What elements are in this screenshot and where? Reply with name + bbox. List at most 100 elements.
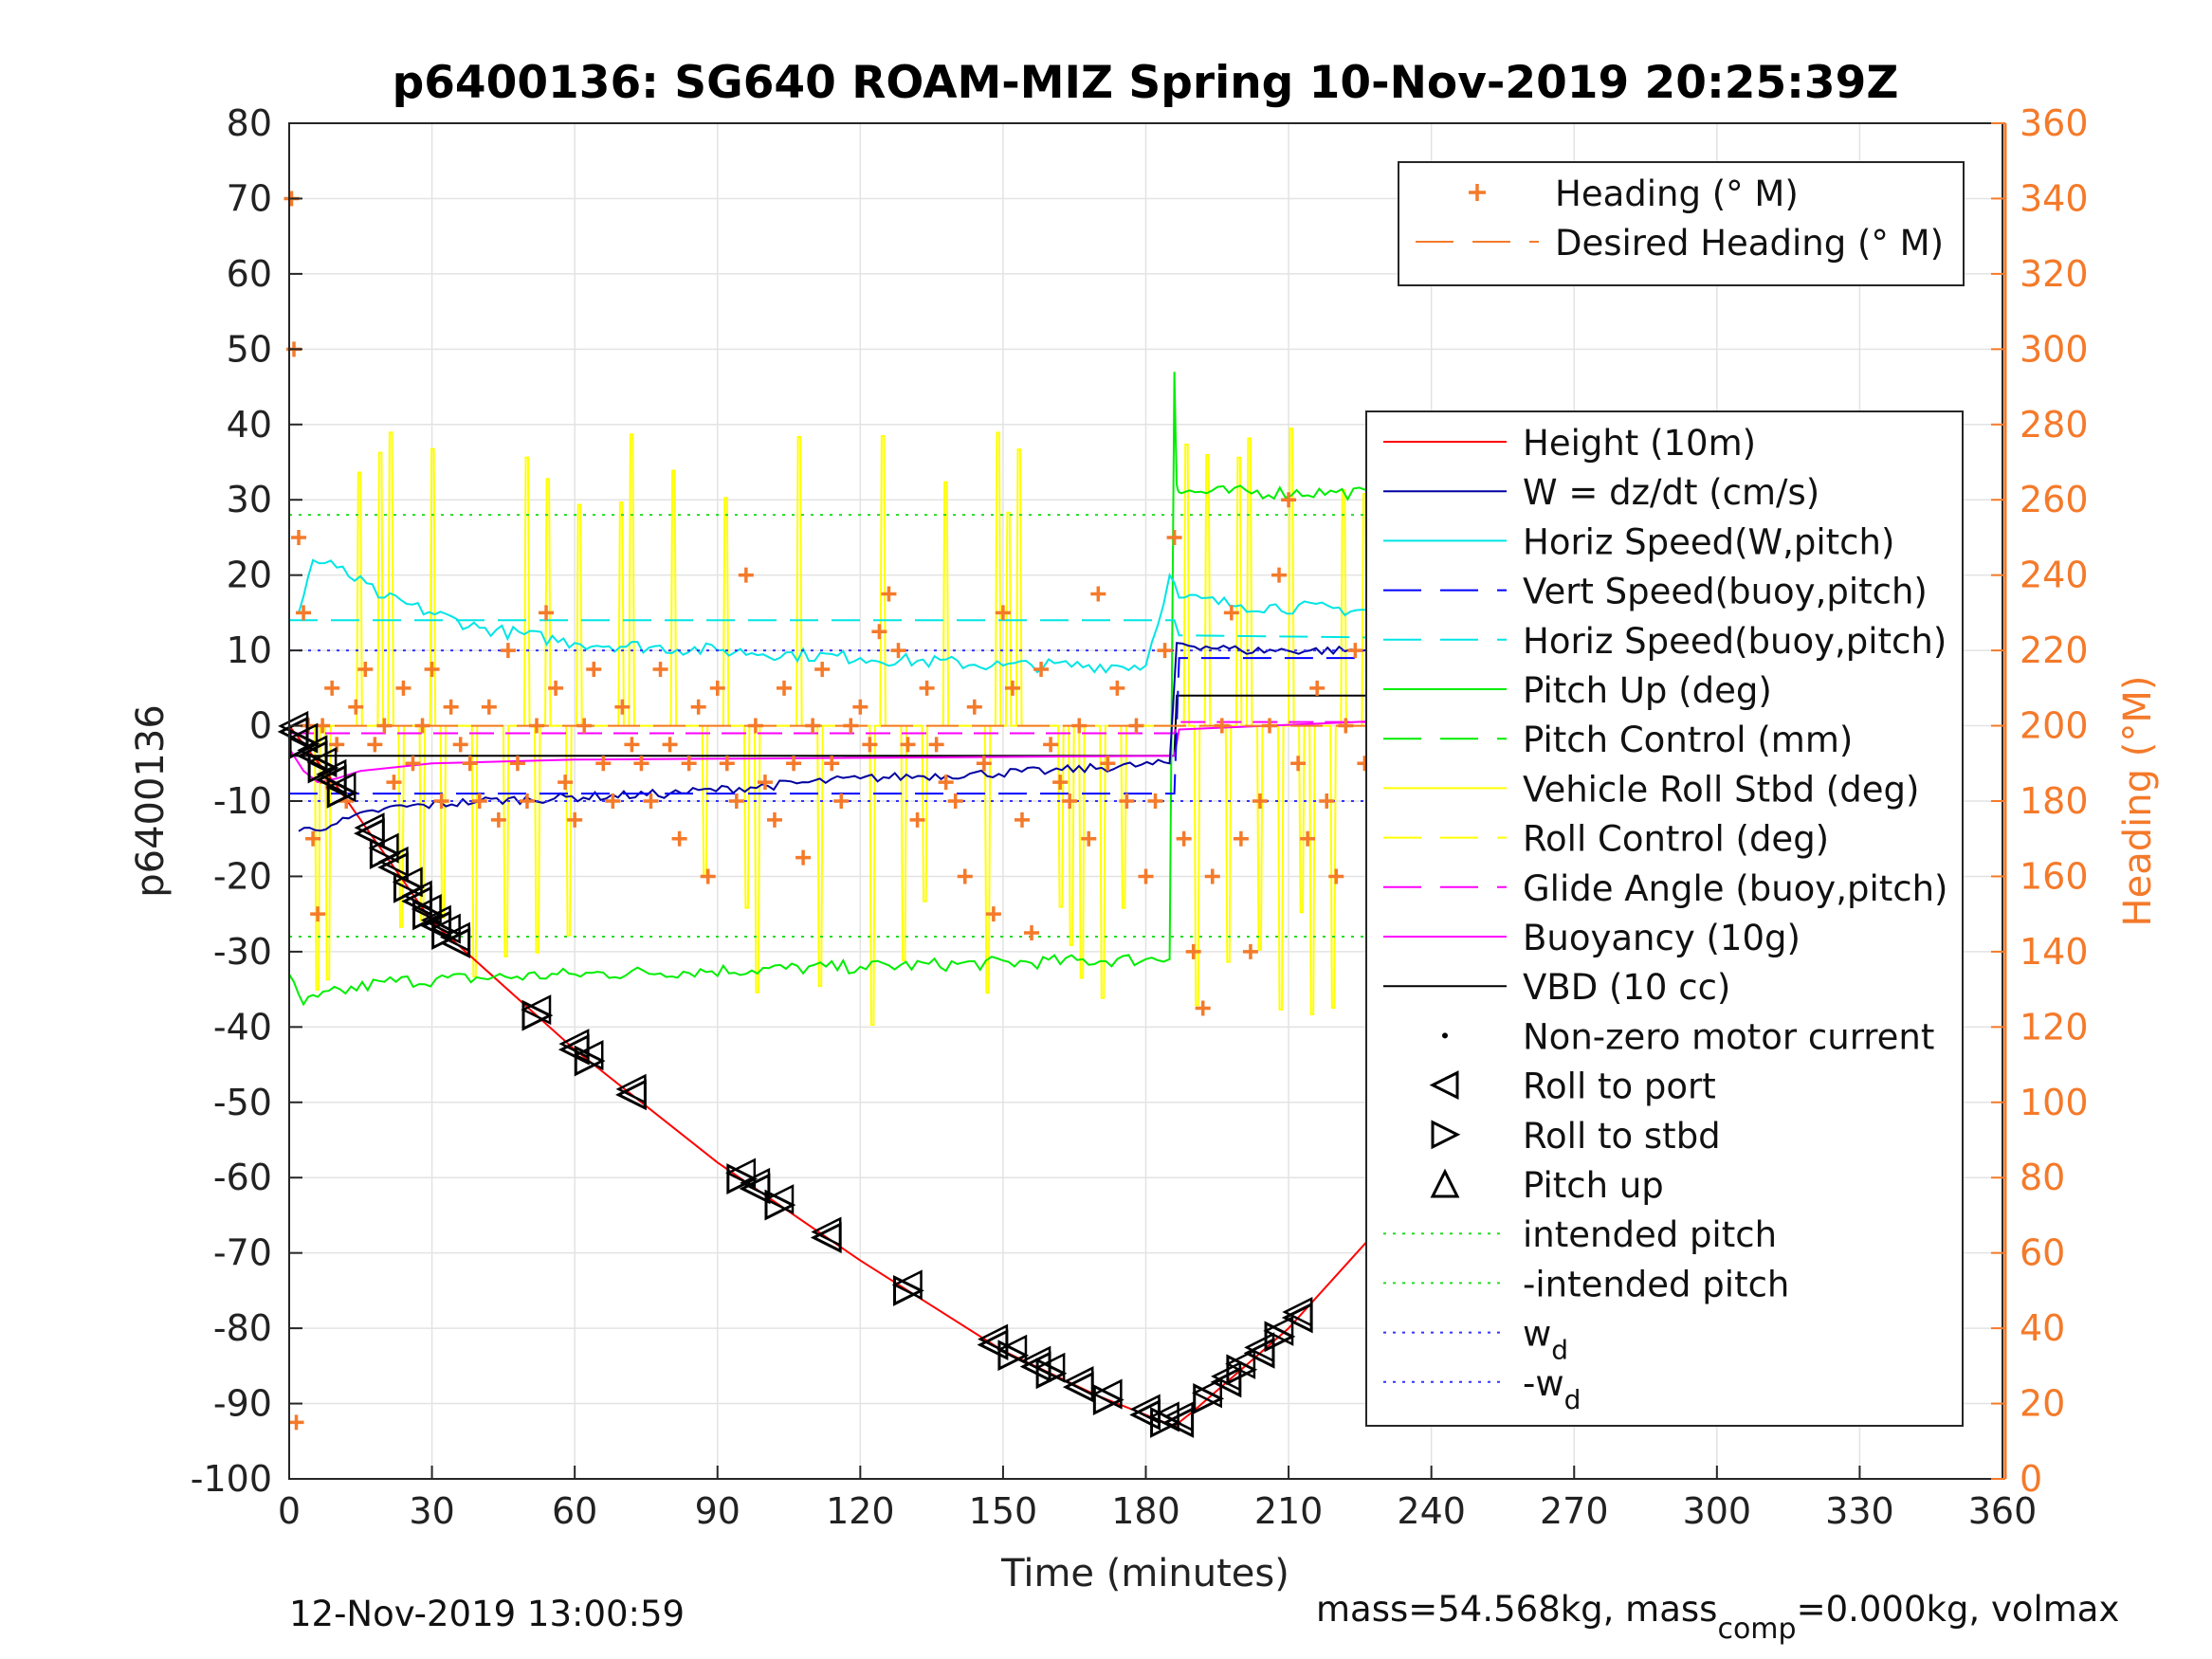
footer-mass-prefix: mass=54.568kg, mass (1316, 1589, 1717, 1630)
heading-point (509, 756, 525, 772)
heading-point (1147, 793, 1163, 809)
legend-entry: Horiz Speed(buoy,pitch) (1383, 621, 1947, 662)
roll-marker (1162, 1401, 1195, 1438)
x-tick-label: 360 (1968, 1490, 2038, 1532)
heading-plus (1290, 756, 1307, 772)
x-tick-label: 330 (1825, 1490, 1894, 1532)
heading-point (1157, 643, 1173, 659)
heading-point (919, 680, 935, 696)
legend-label: Pitch Up (deg) (1523, 670, 1772, 711)
heading-point (443, 699, 459, 715)
heading-plus (1147, 793, 1163, 809)
roll-to-stbd-marker (307, 752, 339, 784)
heading-point (900, 737, 916, 753)
roll-marker (1062, 1366, 1094, 1403)
heading-point (1071, 718, 1088, 734)
legend-heading: Heading (° M) Desired Heading (° M) (1398, 161, 1965, 286)
heading-plus (1281, 492, 1297, 508)
roll-marker (439, 921, 471, 959)
y-tick-label: -90 (213, 1383, 272, 1425)
legend-label-text: Roll to stbd (1523, 1116, 1721, 1157)
heading-plus (509, 756, 525, 772)
heading-point (548, 680, 564, 696)
heading-point (747, 718, 763, 734)
heading-point (652, 661, 668, 677)
heading-point (1262, 718, 1278, 734)
heading-point (1109, 680, 1125, 696)
heading-plus (681, 756, 697, 772)
y2-tick-label: 320 (2020, 253, 2089, 295)
roll-marker (1091, 1378, 1124, 1416)
y-tick-label: -50 (213, 1082, 272, 1123)
heading-plus (1271, 567, 1288, 583)
roll-marker (287, 722, 320, 760)
heading-point (1271, 567, 1288, 583)
legend-label-text: -w (1523, 1363, 1564, 1404)
heading-plus (452, 737, 468, 753)
heading-point (966, 699, 982, 715)
x-tick-label: 150 (969, 1490, 1038, 1532)
heading-plus (1204, 868, 1220, 884)
heading-plus (414, 718, 430, 734)
footer-timestamp: 12-Nov-2019 13:00:59 (289, 1594, 685, 1634)
legend-label-text: w (1523, 1314, 1551, 1355)
legend-label: Pitch Control (mm) (1523, 720, 1853, 760)
x-tick-label: 90 (695, 1490, 740, 1532)
roll-to-stbd-marker (1226, 1354, 1258, 1386)
legend-entry: Height (10m) (1383, 423, 1756, 464)
heading-plus (1024, 925, 1040, 941)
heading-plus (709, 680, 725, 696)
heading-plus (1233, 830, 1249, 847)
heading-plus (481, 699, 497, 715)
heading-plus (843, 718, 859, 734)
heading-point (786, 756, 802, 772)
heading-point (728, 793, 744, 809)
heading-plus (348, 699, 364, 715)
heading-point (1119, 793, 1135, 809)
heading-point (1024, 925, 1040, 941)
roll-to-stbd-marker (893, 1274, 924, 1306)
y-tick-label: 80 (227, 102, 272, 144)
y-tick-label: 10 (227, 629, 272, 671)
heading-point (324, 680, 340, 696)
heading-plus (890, 643, 906, 659)
heading-plus (662, 737, 678, 753)
roll-to-stbd-marker (1035, 1358, 1068, 1390)
heading-point (871, 624, 887, 640)
heading-plus (995, 605, 1011, 621)
heading-point (662, 737, 678, 753)
heading-plus (862, 737, 878, 753)
legend-label-text: Desired Heading (° M) (1555, 223, 1944, 264)
legend-label: Roll Control (deg) (1523, 819, 1829, 860)
legend-label-text: W = dz/dt (cm/s) (1523, 472, 1819, 513)
heading-plus (1185, 943, 1201, 959)
roll-marker-shadow (1063, 1366, 1094, 1397)
heading-point (1233, 830, 1249, 847)
y-tick-label: 70 (227, 177, 272, 219)
roll-marker (1225, 1348, 1258, 1386)
legend-label: VBD (10 cc) (1523, 967, 1730, 1008)
heading-point (1176, 830, 1192, 847)
roll-to-stbd-marker (1264, 1321, 1296, 1353)
legend-label: Roll to stbd (1523, 1116, 1721, 1157)
series-vert-speed-buoy (289, 657, 1874, 795)
heading-plus (1062, 793, 1078, 809)
y-tick-label: -100 (191, 1458, 272, 1500)
roll-marker-shadow (354, 812, 385, 844)
heading-plus (985, 906, 1001, 922)
heading-point (777, 680, 793, 696)
heading-point (1242, 943, 1258, 959)
heading-plus (1119, 793, 1135, 809)
roll-to-stbd-marker (326, 776, 358, 809)
heading-point (881, 586, 897, 602)
legend-label-text: Pitch Control (mm) (1523, 720, 1853, 760)
heading-plus (1300, 830, 1316, 847)
legend-label-text: intended pitch (1523, 1214, 1777, 1255)
heading-plus (643, 793, 659, 809)
roll-marker-shadow (615, 1073, 647, 1104)
heading-plus (490, 811, 506, 828)
legend-label: Glide Angle (buoy,pitch) (1523, 868, 1947, 909)
legend-entry: Pitch Control (mm) (1383, 720, 1853, 760)
roll-marker (739, 1167, 771, 1205)
